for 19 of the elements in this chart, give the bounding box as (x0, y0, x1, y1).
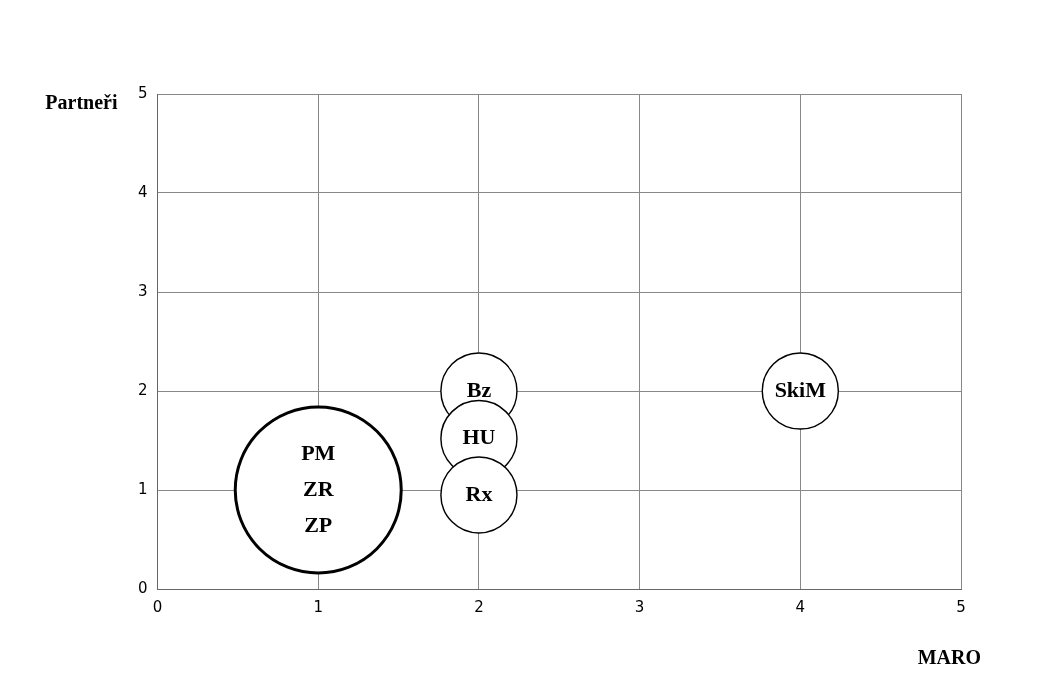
y-tick-label: 0 (138, 578, 148, 597)
data-label: PM ZR ZP (301, 439, 336, 537)
y-tick-label: 5 (138, 83, 148, 102)
x-tick-label: 1 (313, 597, 324, 616)
data-label: Bz (466, 376, 492, 402)
y-tick-label: 3 (138, 281, 148, 300)
x-tick-label: 2 (474, 597, 484, 616)
x-tick-label: 0 (152, 597, 163, 616)
data-label: HU (462, 424, 496, 450)
x-tick-label: 4 (795, 597, 806, 616)
y-axis-title: Partneři (45, 91, 118, 114)
data-label: Rx (465, 480, 493, 506)
y-tick-label: 2 (138, 380, 148, 399)
x-axis-title: MARO (917, 646, 981, 669)
x-tick-label: 5 (956, 597, 966, 616)
data-label: SkiM (774, 376, 827, 402)
x-tick-label: 3 (634, 597, 645, 616)
y-tick-label: 4 (138, 182, 148, 201)
y-tick-label: 1 (138, 479, 148, 498)
